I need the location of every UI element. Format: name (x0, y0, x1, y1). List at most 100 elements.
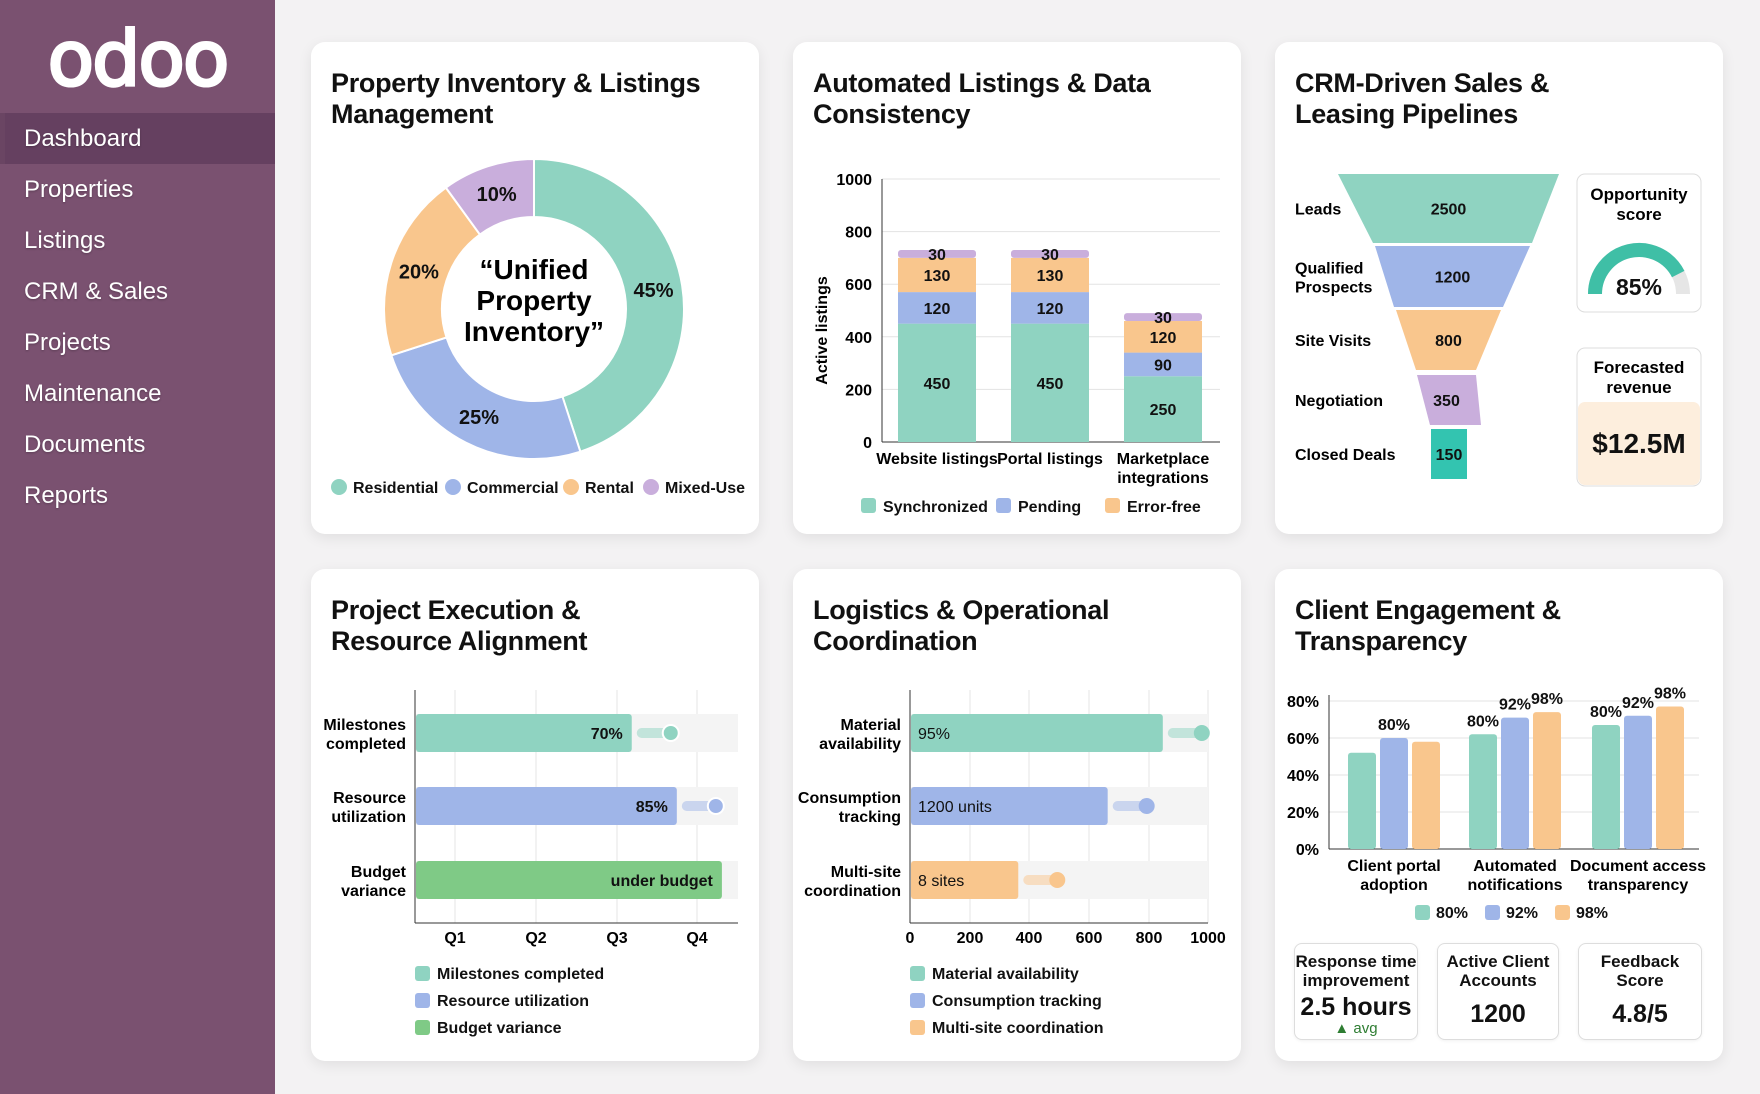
bar-value-label: 70% (591, 726, 623, 743)
stage-label: Negotiation (1295, 393, 1383, 410)
y-tick-label: 1000 (836, 172, 872, 189)
bar-segment (1124, 376, 1202, 442)
category-label: Consumption tracking (798, 790, 901, 826)
sidebar-item-crm-sales[interactable]: CRM & Sales (24, 278, 169, 305)
legend-label: Budget variance (437, 1020, 562, 1037)
center-text: “Unified Property Inventory” (464, 254, 604, 347)
gauge-fill (1588, 243, 1685, 295)
card-title: Project Execution & Resource Alignment (331, 595, 588, 656)
legend-label: Resource utilization (437, 993, 589, 1010)
y-tick-label: 800 (845, 225, 872, 242)
bar (911, 714, 1163, 752)
stacked-bar-chart: 0 200 400 600 800 1000 Active listings 450 120 13… (814, 172, 1220, 516)
card-title: CRM-Driven Sales & Leasing Pipelines (1295, 68, 1550, 129)
x-tick-label: Client portal adoption (1347, 858, 1440, 894)
check-icon (706, 797, 725, 815)
sidebar-item-listings[interactable]: Listings (24, 227, 106, 254)
legend-swatch (563, 479, 579, 495)
kpi-feedback-score: Feedback Score 4.8/5 (1578, 943, 1702, 1040)
opportunity-label: Opportunity score (1590, 185, 1688, 224)
legend-label: Error-free (1127, 499, 1201, 516)
bar-value-label: 92% (1499, 697, 1531, 714)
bar-value-label: 30 (928, 247, 946, 264)
bar-segment (898, 292, 976, 324)
bar-value-label: 130 (1037, 268, 1064, 285)
sidebar-item-properties[interactable]: Properties (24, 176, 134, 203)
bar-value-label: 120 (1150, 330, 1177, 347)
dot-icon (1049, 872, 1066, 888)
legend-label: 92% (1506, 905, 1538, 922)
x-tick-label: 0 (906, 930, 915, 947)
odoo-logo[interactable]: odoo (46, 13, 231, 105)
y-tick-label: 0% (1296, 842, 1319, 859)
forecast-label: Forecasted revenue (1594, 358, 1685, 397)
category-label: Budget variance (341, 864, 407, 900)
bar-value-label: 85% (636, 799, 668, 816)
legend-swatch (445, 479, 461, 495)
x-tick-label: 600 (1076, 930, 1103, 947)
bar-value-label: 80% (1467, 713, 1499, 730)
sidebar-item-projects[interactable]: Projects (24, 329, 111, 356)
bar-value-label: 450 (1037, 376, 1064, 393)
sidebar-item-reports[interactable]: Reports (24, 482, 109, 509)
bar-segment (898, 250, 976, 258)
bar-segment (898, 323, 976, 442)
legend-label: Pending (1018, 499, 1081, 516)
bar (416, 787, 677, 825)
forecast-value: $12.5M (1592, 428, 1685, 459)
card-title: Automated Listings & Data Consistency (813, 68, 1151, 129)
sidebar-item-documents[interactable]: Documents (24, 431, 146, 458)
legend-label: Mixed-Use (665, 480, 745, 497)
funnel-chart: 2500 Leads 1200 Qualified Prospects 800 Site V… (1295, 173, 1702, 487)
category-label: Resource utilization (331, 790, 406, 826)
bar (1592, 725, 1620, 849)
bar (911, 787, 1108, 825)
bar-value-label: under budget (611, 873, 714, 890)
check-icon (661, 724, 680, 742)
bar-segment (1124, 313, 1202, 322)
slice-label: 25% (459, 407, 499, 429)
stage-value: 150 (1436, 447, 1463, 464)
bar-value-label: 80% (1590, 704, 1622, 721)
bar (1380, 738, 1408, 849)
funnel-stage (1431, 429, 1467, 479)
x-tick-label: 1000 (1190, 930, 1226, 947)
check-icon (1193, 725, 1210, 741)
bar-segment (1011, 292, 1089, 324)
bar-value-label: 8 sites (918, 873, 964, 890)
y-tick-label: 20% (1287, 805, 1319, 822)
progress-trail (1023, 875, 1056, 885)
legend-swatch (1555, 905, 1570, 920)
stage-label: Site Visits (1295, 333, 1371, 350)
card-client-engagement: Client Engagement & Transparency 0% 20% 40%… (1275, 569, 1723, 1061)
x-tick-label: Website listings (876, 451, 998, 468)
legend-label: Residential (353, 480, 438, 497)
arrow-up-icon: ▲ (1334, 1020, 1354, 1037)
legend-swatch (1485, 905, 1500, 920)
legend-label: Milestones completed (437, 966, 604, 983)
progress-trail (681, 801, 714, 811)
legend-label: 98% (1576, 905, 1608, 922)
bar (1412, 741, 1440, 849)
legend-label: Multi-site coordination (932, 1020, 1104, 1037)
sidebar-item-maintenance[interactable]: Maintenance (24, 380, 162, 407)
x-tick-label: Q1 (444, 930, 465, 947)
x-tick-label: 400 (1016, 930, 1043, 947)
legend-swatch (910, 993, 925, 1008)
progress-trail (1112, 801, 1145, 811)
legend-label: Rental (585, 480, 634, 497)
card-crm-pipeline: CRM-Driven Sales & Leasing Pipelines 2500… (1275, 42, 1723, 534)
bar (416, 714, 632, 752)
x-tick-label: 800 (1136, 930, 1163, 947)
x-tick-label: Q3 (606, 930, 627, 947)
legend-label: Synchronized (883, 499, 988, 516)
bar-value-label: 30 (1154, 310, 1172, 327)
bar-value-label: 450 (924, 376, 951, 393)
kpi-active-accounts: Active Client Accounts 1200 (1437, 943, 1559, 1040)
legend-swatch (996, 498, 1011, 513)
sidebar: odoo Dashboard Properties Listings CRM & Sa… (0, 0, 275, 1094)
bar (1533, 712, 1561, 849)
sidebar-item-dashboard[interactable]: Dashboard (0, 113, 275, 164)
bar (1469, 734, 1497, 849)
bar (1656, 706, 1684, 849)
